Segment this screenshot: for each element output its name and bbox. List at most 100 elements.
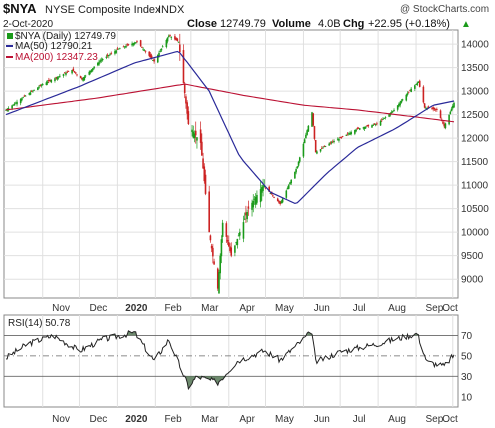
candle-body xyxy=(298,157,301,162)
candle-body xyxy=(393,109,395,111)
candle-body xyxy=(272,195,274,197)
candle-body xyxy=(362,127,365,129)
candle-body xyxy=(290,179,293,184)
candle-body xyxy=(39,84,42,86)
candle-body xyxy=(273,197,275,198)
candle-body xyxy=(263,186,266,188)
volume-value: 4.0B xyxy=(318,18,341,30)
candle-body xyxy=(324,145,327,147)
price-tick-label: 13500 xyxy=(461,63,489,74)
candle-body xyxy=(169,35,171,37)
candle-body xyxy=(238,232,241,236)
candle-body xyxy=(136,41,138,43)
rsi-panel: 70 50 30 10 RSI(14) 50.78 xyxy=(3,314,473,408)
candle-body xyxy=(376,123,378,125)
x-axis-label: Apr xyxy=(239,303,255,314)
candle-body xyxy=(323,146,326,147)
candle-body xyxy=(160,48,163,51)
candle-body xyxy=(65,72,67,75)
candle-body xyxy=(436,109,438,110)
candle-body xyxy=(401,99,404,101)
candle-body xyxy=(399,102,401,106)
candle-body xyxy=(99,60,102,62)
candle-body xyxy=(226,240,229,242)
candle-body xyxy=(443,123,446,127)
candle-body xyxy=(126,44,128,46)
candle-body xyxy=(339,137,341,139)
candle-body xyxy=(433,107,436,110)
candle-body xyxy=(33,89,35,91)
candle-body xyxy=(358,128,361,130)
candle-body xyxy=(158,52,160,57)
candle-body xyxy=(203,166,206,182)
candle-body xyxy=(115,50,117,53)
rsi-tick-label: 70 xyxy=(461,331,473,342)
rsi-tick-label: 50 xyxy=(461,351,473,362)
candle-body xyxy=(341,136,344,137)
candle-body xyxy=(302,143,305,157)
x-axis-label: Jun xyxy=(314,414,330,425)
candle-body xyxy=(285,190,288,198)
candle-body xyxy=(84,75,87,77)
candle-body xyxy=(50,79,53,83)
candle-body xyxy=(165,39,168,48)
candle-body xyxy=(453,102,455,108)
candle-body xyxy=(230,247,233,256)
candle-body xyxy=(93,66,95,69)
candle-body xyxy=(365,126,367,128)
candle-body xyxy=(305,134,307,139)
candle-body xyxy=(92,68,94,71)
candle-body xyxy=(306,130,308,135)
candle-body xyxy=(110,53,113,55)
x-axis-label: Nov xyxy=(52,303,70,314)
candle-body xyxy=(81,77,83,80)
candle-body xyxy=(246,212,248,220)
candle-body xyxy=(363,126,366,129)
rsi-label: RSI(14) 50.78 xyxy=(8,318,71,329)
candle-body xyxy=(374,124,377,126)
candle-body xyxy=(237,235,240,237)
candle-body xyxy=(48,79,50,82)
candle-body xyxy=(66,72,69,74)
candle-body xyxy=(256,194,258,203)
x-axis-label: Jul xyxy=(353,303,366,314)
candle-body xyxy=(379,121,382,126)
candle-body xyxy=(410,88,412,93)
price-legend: $NYA (Daily) 12749.79 MA(50) 12790.21 MA… xyxy=(6,31,116,63)
candle-body xyxy=(383,117,386,119)
candle-body xyxy=(89,70,92,73)
candle-body xyxy=(259,189,262,203)
candle-body xyxy=(187,111,190,125)
candle-body xyxy=(418,80,421,87)
candle-body xyxy=(24,95,27,97)
candle-body xyxy=(278,201,280,203)
x-axis-label: Mar xyxy=(201,414,219,425)
candle-body xyxy=(117,48,120,50)
candle-body xyxy=(38,86,40,88)
candle-body xyxy=(276,198,279,202)
x-axis-label: Jul xyxy=(353,414,366,425)
candle-body xyxy=(97,63,99,66)
candle-body xyxy=(451,105,454,109)
candle-body xyxy=(74,72,77,74)
candle-body xyxy=(105,56,108,58)
candle-body xyxy=(434,108,437,110)
candle-body xyxy=(384,116,387,118)
candle-body xyxy=(311,112,313,127)
x-axis-label: May xyxy=(275,414,294,425)
candle-body xyxy=(109,54,111,56)
candle-body xyxy=(192,131,195,138)
candle-body xyxy=(356,128,359,129)
x-axis-label: Sep xyxy=(426,303,444,314)
candle-body xyxy=(242,222,245,239)
candle-body xyxy=(254,196,257,205)
candle-body xyxy=(13,103,16,106)
candle-body xyxy=(150,55,153,59)
candle-body xyxy=(294,171,296,179)
candle-body xyxy=(338,138,340,141)
rsi-panel-border xyxy=(3,314,459,408)
candle-body xyxy=(127,44,130,46)
candle-body xyxy=(131,43,133,46)
